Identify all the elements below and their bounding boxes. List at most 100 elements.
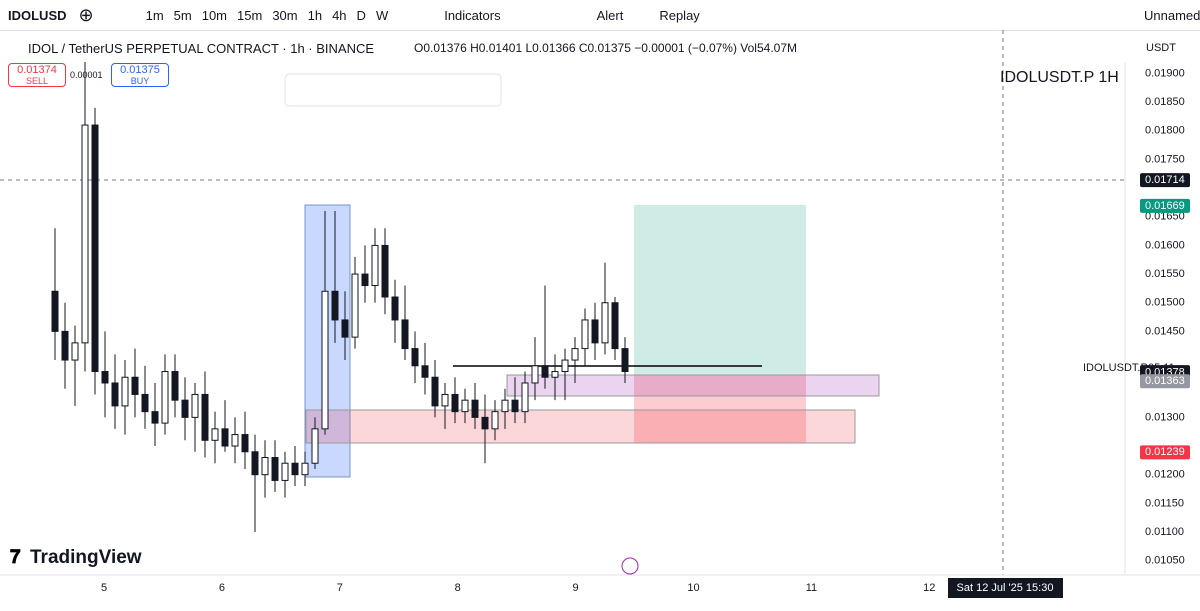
chart-title: IDOL / TetherUS PERPETUAL CONTRACT · 1h … xyxy=(28,40,375,56)
candle-body xyxy=(391,296,399,321)
candle-body xyxy=(311,428,319,464)
brand: TradingView xyxy=(30,547,142,568)
interval[interactable]: D xyxy=(356,7,366,23)
x-tick-label: 5 xyxy=(101,582,107,594)
y-tick-label: 0.01100 xyxy=(1145,526,1184,538)
interval[interactable]: W xyxy=(375,7,389,23)
price-badge-label: 0.01363 xyxy=(1145,375,1185,387)
candle-body xyxy=(341,319,349,338)
buy-button[interactable]: 0.01375 BUY xyxy=(111,63,169,87)
x-tick-label: 6 xyxy=(219,582,225,594)
interval[interactable]: 5m xyxy=(173,7,192,23)
x-tick-label: 11 xyxy=(806,582,817,594)
candle-body xyxy=(201,393,209,441)
buy-price: 0.01375 xyxy=(120,64,160,76)
candle-body xyxy=(611,302,619,350)
candle-body xyxy=(511,399,519,413)
candle-body xyxy=(131,376,139,395)
candle-body xyxy=(461,399,469,413)
price-badge xyxy=(1140,198,1190,213)
y-tick-label: 0.01600 xyxy=(1145,239,1185,251)
candle-body xyxy=(581,319,589,350)
price-badge xyxy=(1140,445,1190,460)
sell-button[interactable]: 0.01374 SELL xyxy=(8,63,66,87)
interval[interactable]: 4h xyxy=(332,7,347,23)
interval[interactable]: 1h xyxy=(307,7,323,23)
layout-name[interactable]: Unnamed xyxy=(1144,7,1200,23)
candle-body xyxy=(621,348,629,373)
candle-body xyxy=(161,371,169,424)
candle-body xyxy=(331,290,339,321)
candle-body xyxy=(191,393,199,418)
price-badge-label: 0.01378 xyxy=(1145,367,1185,379)
y-tick-label: 0.01900 xyxy=(1145,67,1185,79)
target-zone xyxy=(634,205,806,375)
candle-body xyxy=(521,382,529,413)
candle-body xyxy=(501,399,509,413)
candle-body xyxy=(441,393,449,407)
candle-body xyxy=(481,416,489,430)
time-cursor: Sat 12 Jul '25 15:30 xyxy=(957,582,1054,594)
replay[interactable]: Replay xyxy=(659,7,700,23)
price-badge-label: 0.01669 xyxy=(1145,200,1185,212)
price-badge-label: 0.01714 xyxy=(1145,174,1185,186)
interval[interactable]: 15m xyxy=(237,7,263,23)
drawing-rect xyxy=(305,409,856,444)
candle-body xyxy=(361,273,369,287)
y-tick-label: 0.01800 xyxy=(1145,125,1185,137)
candle-body xyxy=(351,273,359,338)
drawing-toolbar[interactable] xyxy=(284,73,502,107)
candle-body xyxy=(51,290,59,332)
stop-zone xyxy=(634,375,806,443)
interval[interactable]: 30m xyxy=(272,7,298,23)
candle-body xyxy=(421,365,429,378)
candle-body xyxy=(491,411,499,430)
countdown: 05:11 xyxy=(1148,362,1175,374)
candle-body xyxy=(231,434,239,447)
candle-body xyxy=(151,411,159,424)
candle-body xyxy=(121,376,129,407)
legend: IDOL / TetherUS PERPETUAL CONTRACT · 1h … xyxy=(0,36,797,60)
spread: 0.00001 xyxy=(70,70,103,80)
candle-body xyxy=(91,124,99,373)
candle-body xyxy=(551,371,559,378)
add[interactable]: ⊕ xyxy=(78,4,94,25)
candle-body xyxy=(531,365,539,384)
candle-body xyxy=(471,399,479,418)
candle-body xyxy=(171,371,179,401)
y-tick-label: 0.01450 xyxy=(1145,325,1185,337)
candle-body xyxy=(81,124,89,344)
interval[interactable]: 1m xyxy=(145,7,164,23)
candle-body xyxy=(181,399,189,418)
candle-body xyxy=(401,319,409,350)
indicators[interactable]: Indicators xyxy=(444,7,501,23)
y-tick-label: 0.01650 xyxy=(1145,211,1185,223)
sell-price: 0.01374 xyxy=(17,64,57,76)
currency[interactable]: USDT xyxy=(1146,42,1176,54)
candle-body xyxy=(251,451,259,476)
sell-label: SELL xyxy=(25,76,49,86)
y-tick-label: 0.01500 xyxy=(1145,297,1185,309)
candle-body xyxy=(431,376,439,407)
drawing-rect xyxy=(506,374,880,397)
alert[interactable]: Alert xyxy=(596,7,624,23)
buy-label: BUY xyxy=(130,76,150,86)
candle-body xyxy=(411,348,419,367)
price-badge xyxy=(1140,365,1190,380)
event-icon[interactable] xyxy=(621,557,639,575)
candle-body xyxy=(381,244,389,298)
logo: 𝟕 xyxy=(10,547,21,568)
candle-body xyxy=(261,456,269,476)
candle-body xyxy=(321,290,329,430)
candle-body xyxy=(561,359,569,373)
y-tick-label: 0.01050 xyxy=(1145,555,1185,567)
x-tick-label: 10 xyxy=(687,582,699,594)
symbol[interactable]: IDOLUSD xyxy=(8,7,67,23)
candle-body xyxy=(221,428,229,447)
candle-body xyxy=(111,382,119,407)
candle-body xyxy=(271,456,279,481)
interval[interactable]: 10m xyxy=(201,7,228,23)
ohlc: O0.01376 H0.01401 L0.01366 C0.01375 −0.0… xyxy=(414,41,797,55)
